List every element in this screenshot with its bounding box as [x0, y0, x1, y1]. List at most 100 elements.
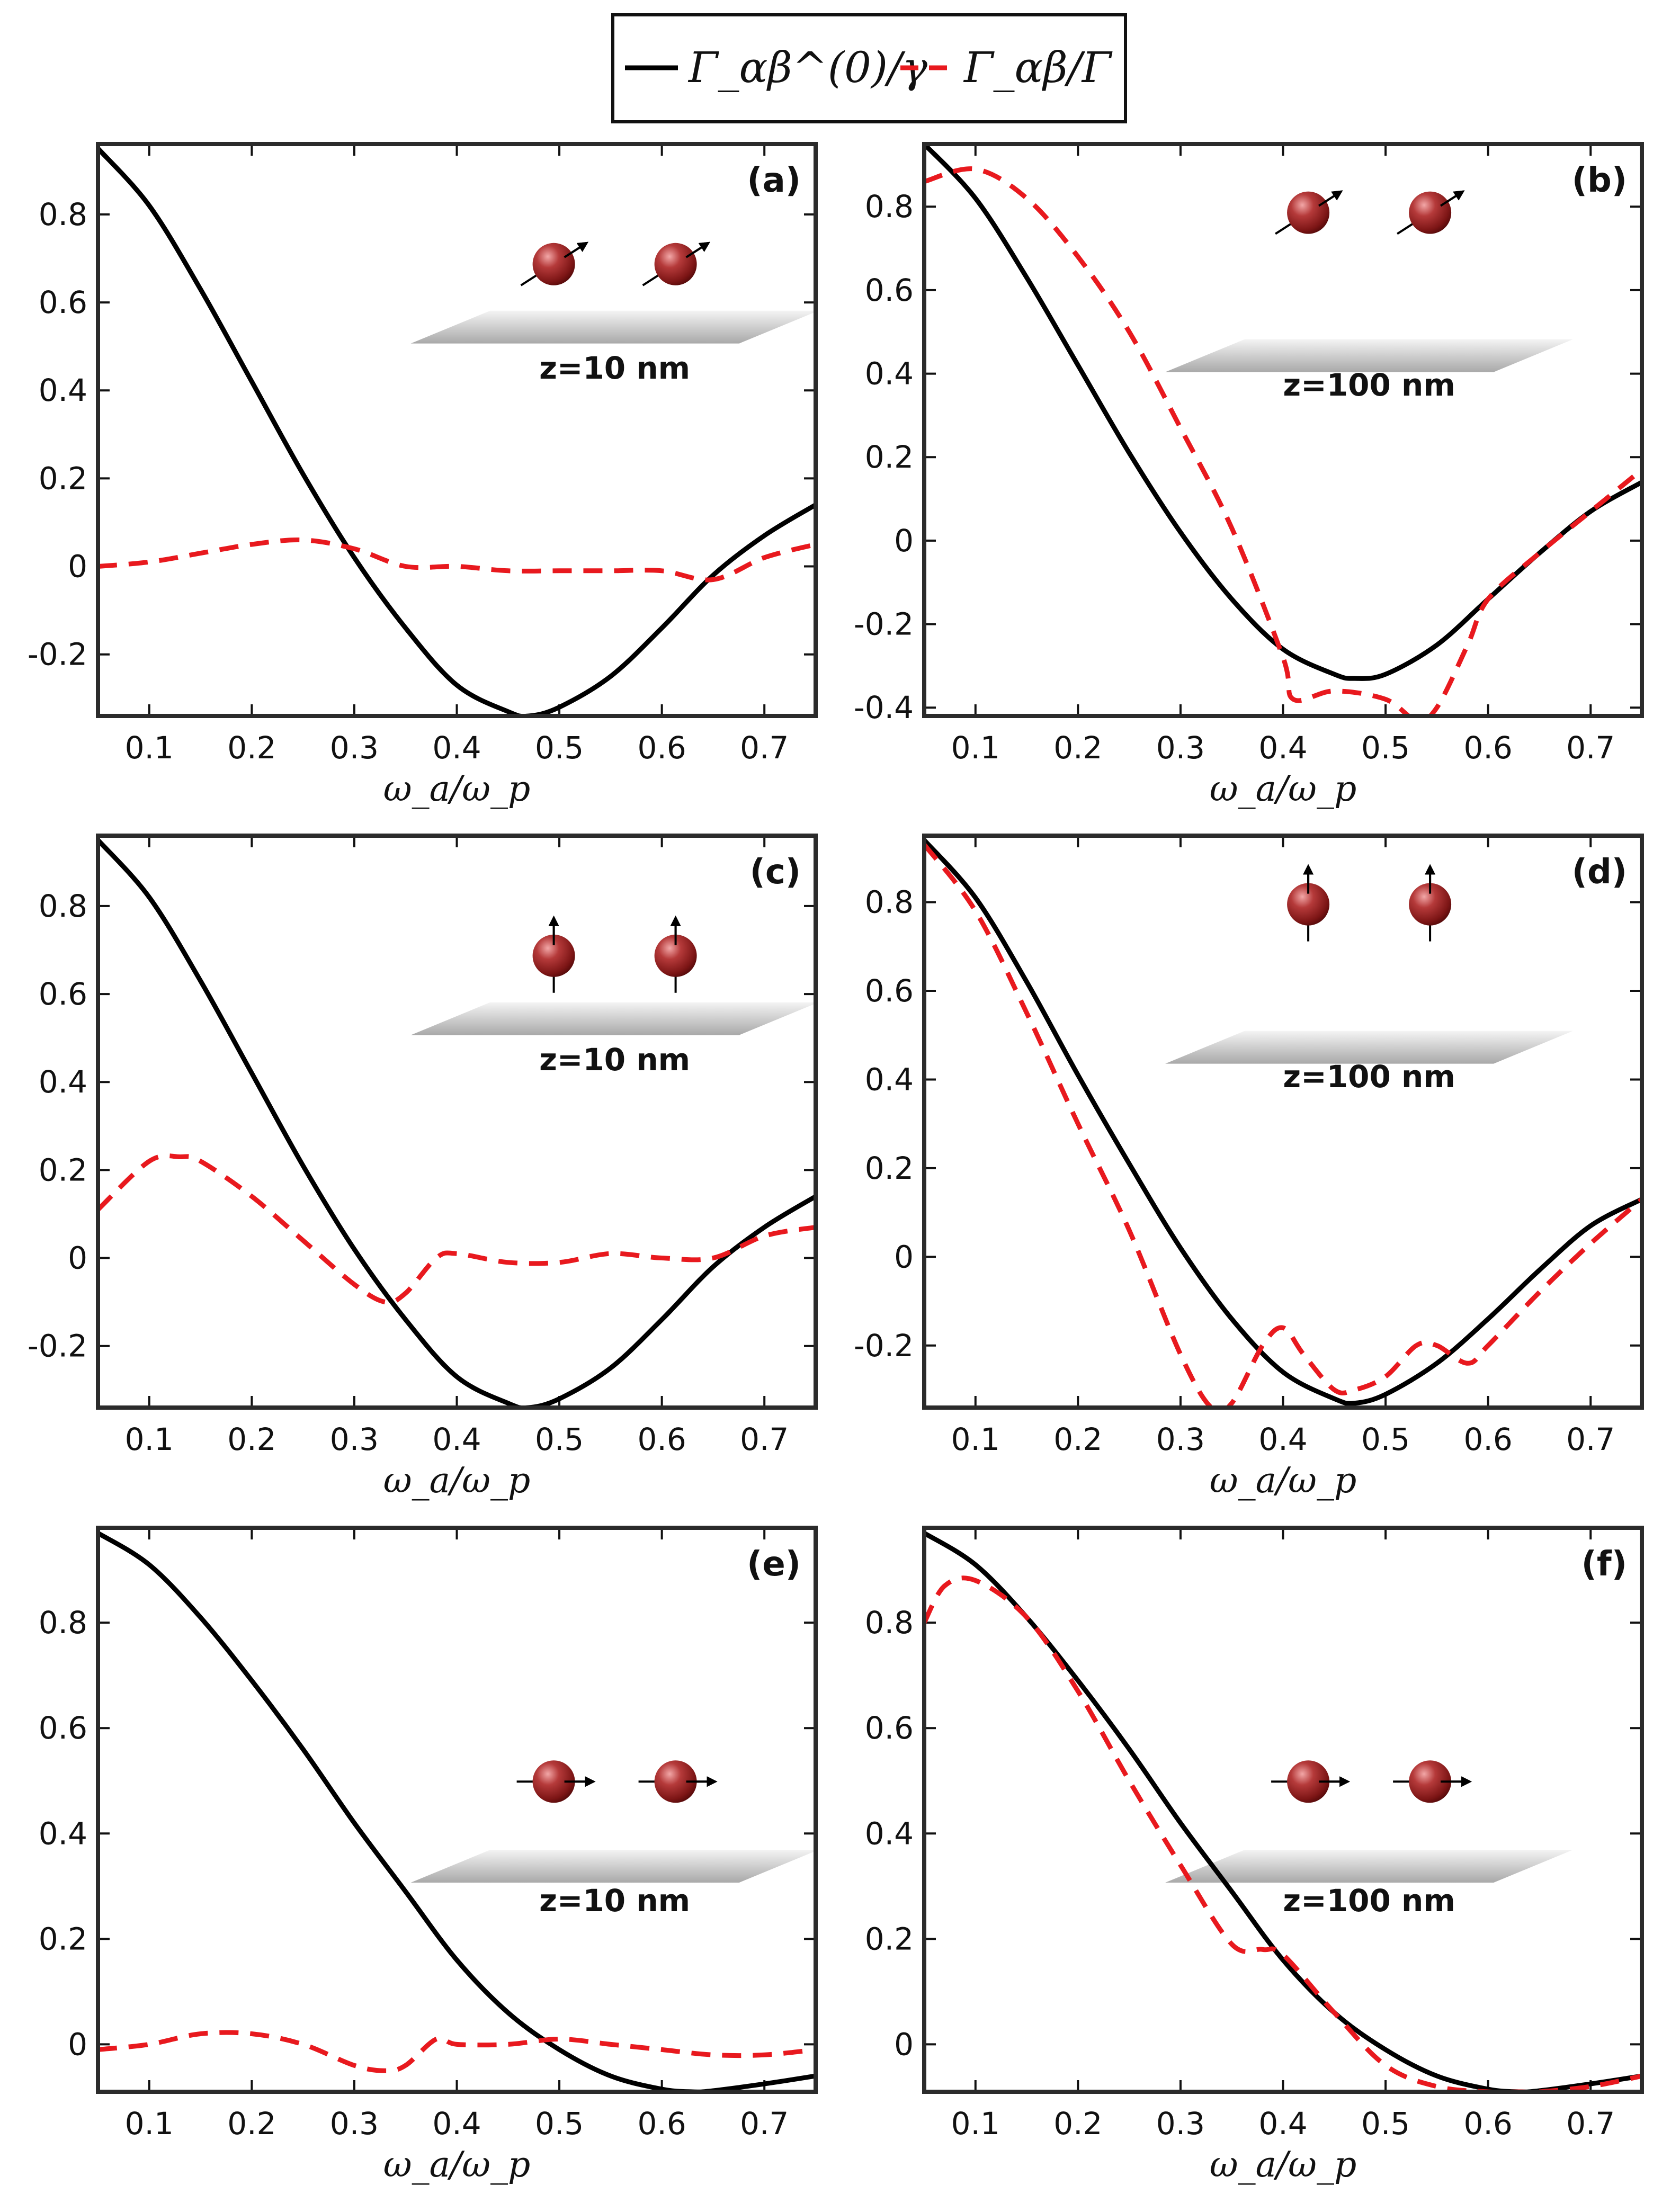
dipole-arrow-tip-icon — [1318, 190, 1343, 207]
series-group — [924, 1531, 1642, 2092]
x-tick-label: 0.4 — [1258, 730, 1307, 766]
atom-sphere-icon — [532, 1760, 575, 1803]
dipole-arrow-tip-icon — [564, 241, 588, 258]
series-line-black — [98, 838, 816, 1408]
series-group — [98, 1531, 816, 2092]
x-tick-label: 0.4 — [1258, 2106, 1307, 2142]
series-line-black — [924, 1531, 1642, 2092]
y-tick-label: 0.2 — [39, 1152, 87, 1188]
x-axis-label: ω_a/ω_p — [383, 2144, 530, 2185]
panel-label: (c) — [750, 853, 801, 892]
x-axis-label: ω_a/ω_p — [383, 1460, 530, 1501]
atom-sphere-icon — [1409, 191, 1452, 234]
y-tick-label: 0.2 — [865, 439, 914, 475]
distance-label: z=100 nm — [1283, 1059, 1455, 1095]
x-tick-label: 0.4 — [432, 2106, 481, 2142]
panel-e: 0.1 0.2 0.3 0.4 0.5 0.6 0.7 0 0.2 0.4 0.6 0.8 z=10 n… — [39, 1526, 819, 2185]
y-tick-label: 0 — [894, 2026, 914, 2062]
y-tick-label: 0 — [894, 523, 914, 559]
series-line-red — [98, 537, 816, 583]
plot-frame — [96, 142, 818, 718]
surface-plate-icon — [1165, 339, 1574, 372]
atom-sphere-icon — [654, 243, 697, 285]
plot-frame — [922, 834, 1644, 1410]
x-tick-label: 0.5 — [535, 730, 584, 766]
x-tick-label: 0.3 — [330, 1421, 379, 1457]
x-tick-label: 0.1 — [951, 1421, 1000, 1457]
y-tick-label: -0.4 — [854, 689, 914, 726]
panel-b: 0.1 0.2 0.3 0.4 0.5 0.6 0.7 -0.4 -0.2 0 0.2 0.4 0.6 0… — [854, 142, 1644, 809]
y-tick-label: 0.4 — [39, 372, 87, 408]
y-tick-label: 0.4 — [39, 1815, 87, 1851]
atom-sphere-icon — [532, 243, 575, 285]
atom-sphere-icon — [1287, 883, 1330, 926]
legend-frame — [611, 13, 1127, 123]
x-tick-label: 0.3 — [1156, 2106, 1205, 2142]
x-axis-label: ω_a/ω_p — [383, 768, 530, 809]
x-tick-label: 0.2 — [227, 730, 276, 766]
x-tick-label: 0.2 — [1053, 2106, 1102, 2142]
x-tick-label: 0.7 — [740, 1421, 789, 1457]
y-tick-label: 0.6 — [39, 284, 87, 320]
x-tick-label: 0.6 — [1464, 1421, 1513, 1457]
distance-label: z=10 nm — [539, 350, 690, 386]
x-tick-label: 0.1 — [125, 730, 174, 766]
y-tick-label: 0.2 — [39, 460, 87, 496]
x-tick-label: 0.7 — [740, 2106, 789, 2142]
x-tick-label: 0.2 — [1053, 730, 1102, 766]
atom-sphere-icon — [654, 1760, 697, 1803]
panel-a: 0.1 0.2 0.3 0.4 0.5 0.6 0.7 -0.2 0 0.2 0.4 0.6 0.8 z=… — [28, 142, 819, 809]
surface-plate-icon — [410, 1002, 819, 1035]
x-tick-label: 0.2 — [227, 1421, 276, 1457]
x-tick-label: 0.4 — [432, 1421, 481, 1457]
x-tick-label: 0.5 — [535, 2106, 584, 2142]
y-tick-label: 0.4 — [865, 356, 914, 392]
legend-box: Γ_αβ^(0)/γ Γ_αβ/Γ — [611, 13, 1127, 123]
y-tick-label: -0.2 — [854, 606, 914, 642]
plot-frame — [922, 142, 1644, 718]
plot-frame — [96, 1526, 818, 2094]
y-tick-label: 0.8 — [865, 1605, 914, 1641]
surface-plate-icon — [1165, 1031, 1574, 1064]
x-tick-label: 0.1 — [125, 2106, 174, 2142]
x-tick-label: 0.5 — [1361, 2106, 1410, 2142]
x-tick-label: 0.2 — [1053, 1421, 1102, 1457]
y-tick-label: 0 — [68, 1240, 87, 1276]
panel-c: 0.1 0.2 0.3 0.4 0.5 0.6 0.7 -0.2 0 0.2 0.4 0.6 0.8 z=… — [28, 834, 819, 1501]
y-tick-label: 0.2 — [865, 1150, 914, 1186]
series-line-red — [98, 2030, 816, 2073]
distance-label: z=100 nm — [1283, 1883, 1455, 1919]
distance-label: z=100 nm — [1283, 367, 1455, 403]
x-tick-label: 0.1 — [125, 1421, 174, 1457]
x-tick-label: 0.6 — [1464, 730, 1513, 766]
x-tick-label: 0.5 — [1361, 1421, 1410, 1457]
atom-sphere-icon — [532, 934, 575, 977]
y-tick-label: 0.4 — [865, 1815, 914, 1851]
x-axis-label: ω_a/ω_p — [1210, 768, 1356, 809]
y-tick-label: 0.8 — [865, 884, 914, 920]
y-tick-label: -0.2 — [28, 637, 87, 673]
x-axis-label: ω_a/ω_p — [1210, 2144, 1356, 2185]
panel-d: 0.1 0.2 0.3 0.4 0.5 0.6 0.7 -0.2 0 0.2 0.4 0.6 0.8 z=… — [854, 834, 1644, 1501]
y-tick-label: 0.8 — [39, 1605, 87, 1641]
x-tick-label: 0.7 — [740, 730, 789, 766]
x-tick-label: 0.3 — [1156, 1421, 1205, 1457]
panel-label: (f) — [1581, 1545, 1627, 1584]
surface-plate-icon — [1165, 1850, 1574, 1883]
series-line-red — [924, 1575, 1642, 2092]
y-tick-label: 0.2 — [865, 1921, 914, 1957]
x-tick-label: 0.1 — [951, 730, 1000, 766]
y-tick-label: 0 — [68, 2026, 87, 2062]
surface-plate-icon — [410, 1850, 819, 1883]
y-tick-label: 0 — [894, 1239, 914, 1275]
x-tick-label: 0.3 — [1156, 730, 1205, 766]
series-group — [98, 147, 816, 716]
y-tick-label: 0.6 — [865, 272, 914, 308]
panel-label: (e) — [747, 1545, 801, 1584]
x-tick-label: 0.6 — [638, 1421, 686, 1457]
dipole-arrow-tip-icon — [1440, 190, 1465, 207]
series-line-black — [98, 1531, 816, 2092]
dipole-arrow-tip-icon — [685, 241, 710, 258]
atom-sphere-icon — [1409, 1760, 1452, 1803]
